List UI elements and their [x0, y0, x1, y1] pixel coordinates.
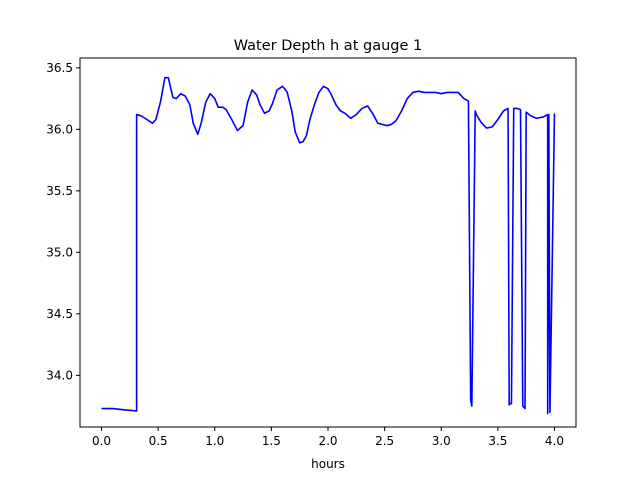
y-axis: 34.0 34.5 35.0 35.5 36.0 36.5 [46, 61, 80, 382]
x-tick-label: 3.0 [432, 434, 451, 448]
chart-title: Water Depth h at gauge 1 [234, 38, 422, 54]
plot-area [101, 76, 556, 415]
series-line-1 [101, 76, 556, 415]
x-tick-label: 2.5 [375, 434, 394, 448]
x-axis: 0.0 0.5 1.0 1.5 2.0 2.5 3.0 3.5 4.0 [92, 427, 564, 448]
y-tick-label: 36.5 [46, 61, 73, 75]
x-tick-label: 3.5 [488, 434, 507, 448]
y-tick-label: 35.0 [46, 245, 73, 259]
y-tick-label: 34.0 [46, 368, 73, 382]
y-tick-label: 34.5 [46, 307, 73, 321]
x-tick-label: 1.5 [262, 434, 281, 448]
y-tick-label: 35.5 [46, 184, 73, 198]
x-tick-label: 0.5 [149, 434, 168, 448]
y-tick-label: 36.0 [46, 122, 73, 136]
x-tick-label: 4.0 [545, 434, 564, 448]
x-tick-label: 1.0 [205, 434, 224, 448]
x-tick-label: 0.0 [92, 434, 111, 448]
x-tick-label: 2.0 [318, 434, 337, 448]
x-axis-label: hours [311, 457, 345, 471]
